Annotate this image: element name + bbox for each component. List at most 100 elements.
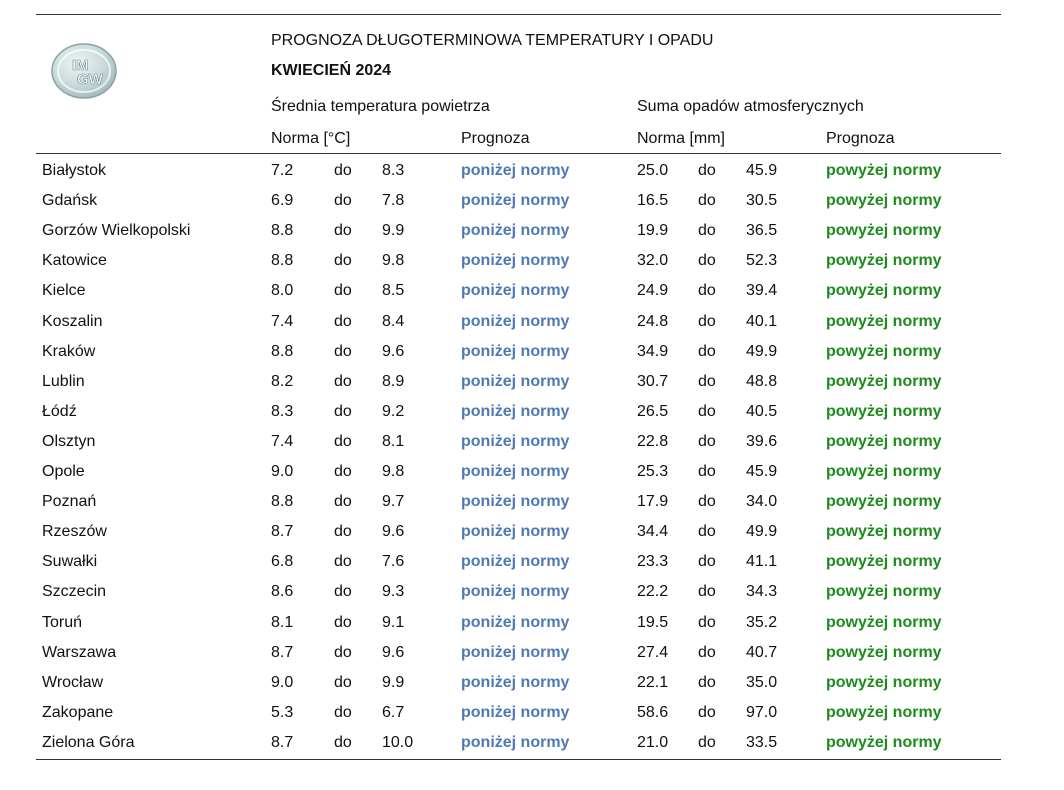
precip-norm-max: 49.9 xyxy=(746,523,778,541)
temp-norm-max: 9.6 xyxy=(382,342,405,360)
precip-forecast: powyżej normy xyxy=(826,703,942,721)
temp-norm-min: 8.7 xyxy=(271,733,294,751)
precip-norm-separator: do xyxy=(698,192,716,210)
table-row: Lublin 8.2 do 8.9 poniżej normy 30.7 do 48.8 pow… xyxy=(0,367,1064,397)
city-name: Wrocław xyxy=(42,673,104,691)
precip-norm-separator: do xyxy=(698,252,716,270)
precip-norm-separator: do xyxy=(698,372,716,390)
precip-norm-separator: do xyxy=(698,733,716,751)
precip-norm-min: 24.8 xyxy=(637,312,669,330)
temp-forecast: poniżej normy xyxy=(461,583,570,601)
temp-forecast: poniżej normy xyxy=(461,432,570,450)
temp-norm-max: 9.6 xyxy=(382,523,405,541)
precip-forecast: powyżej normy xyxy=(826,673,942,691)
temp-norm-separator: do xyxy=(334,463,352,480)
temp-norm-separator: do xyxy=(334,523,352,541)
logo-text-line1: IM xyxy=(72,57,89,74)
city-name: Kraków xyxy=(42,342,96,360)
precip-forecast: powyżej normy xyxy=(826,192,942,210)
temp-norm-min: 8.0 xyxy=(271,282,294,300)
city-name: Rzeszów xyxy=(42,523,107,541)
precip-norm-min: 34.4 xyxy=(637,523,669,541)
temp-norm-min: 8.8 xyxy=(271,222,294,240)
temp-forecast: poniżej normy xyxy=(461,162,570,179)
city-name: Zakopane xyxy=(42,703,114,721)
temp-forecast: poniżej normy xyxy=(461,733,570,751)
temp-forecast: poniżej normy xyxy=(461,372,570,390)
temp-norm-max: 10.0 xyxy=(382,733,414,751)
temperature-forecast-header: Prognoza xyxy=(461,130,530,147)
precip-norm-max: 36.5 xyxy=(746,222,778,240)
precip-norm-min: 30.7 xyxy=(637,372,669,390)
temp-norm-separator: do xyxy=(334,673,352,691)
table-row: Łódź 8.3 do 9.2 poniżej normy 26.5 do 40.5 powyż… xyxy=(0,397,1064,427)
city-name: Poznań xyxy=(42,493,97,511)
precip-norm-separator: do xyxy=(698,312,716,330)
precipitation-norm-header: Norma [mm] xyxy=(637,130,725,147)
temp-forecast: poniżej normy xyxy=(461,463,570,480)
city-name: Zielona Góra xyxy=(42,733,135,751)
precip-norm-min: 32.0 xyxy=(637,252,669,270)
precip-norm-separator: do xyxy=(698,402,716,420)
temp-norm-separator: do xyxy=(334,342,352,360)
temp-norm-max: 6.7 xyxy=(382,703,405,721)
temp-norm-max: 9.8 xyxy=(382,463,405,480)
temp-forecast: poniżej normy xyxy=(461,553,570,571)
temp-norm-min: 8.8 xyxy=(271,252,294,270)
city-name: Katowice xyxy=(42,252,107,270)
precip-norm-min: 17.9 xyxy=(637,493,669,511)
city-name: Warszawa xyxy=(42,643,117,661)
table-row: Warszawa 8.7 do 9.6 poniżej normy 27.4 do 40.7 p… xyxy=(0,638,1064,668)
precip-norm-separator: do xyxy=(698,613,716,631)
precip-norm-separator: do xyxy=(698,222,716,240)
temp-norm-max: 8.9 xyxy=(382,372,405,390)
imgw-logo: IM GW xyxy=(51,43,117,99)
precipitation-group-header: Suma opadów atmosferycznych xyxy=(637,98,864,115)
temp-norm-min: 6.8 xyxy=(271,553,294,571)
precip-forecast: powyżej normy xyxy=(826,252,942,270)
temp-norm-separator: do xyxy=(334,432,352,450)
temp-norm-separator: do xyxy=(334,553,352,571)
temp-norm-max: 8.1 xyxy=(382,432,405,450)
header-rule xyxy=(36,153,1001,154)
table-row: Białystok 7.2 do 8.3 poniżej normy 25.0 do 45.9… xyxy=(0,156,1064,186)
precip-forecast: powyżej normy xyxy=(826,613,942,631)
precip-norm-min: 22.2 xyxy=(637,583,669,601)
temp-norm-max: 9.2 xyxy=(382,402,405,420)
temp-norm-separator: do xyxy=(334,583,352,601)
precip-forecast: powyżej normy xyxy=(826,493,942,511)
temp-forecast: poniżej normy xyxy=(461,312,570,330)
top-rule xyxy=(36,14,1001,15)
temp-norm-max: 9.6 xyxy=(382,643,405,661)
temp-norm-min: 8.8 xyxy=(271,493,294,511)
precip-norm-separator: do xyxy=(698,703,716,721)
temp-forecast: poniżej normy xyxy=(461,703,570,721)
temp-norm-min: 8.1 xyxy=(271,613,294,631)
temp-norm-min: 7.4 xyxy=(271,432,294,450)
precip-norm-max: 35.0 xyxy=(746,673,778,691)
table-row: Rzeszów 8.7 do 9.6 poniżej normy 34.4 do 49.9 po… xyxy=(0,517,1064,547)
table-row: Wrocław 9.0 do 9.9 poniżej normy 22.1 do 35.0 po… xyxy=(0,668,1064,698)
temp-norm-min: 8.6 xyxy=(271,583,294,601)
precip-norm-max: 34.3 xyxy=(746,583,778,601)
precipitation-forecast-header: Prognoza xyxy=(826,130,895,147)
precip-norm-min: 16.5 xyxy=(637,192,669,210)
table-row: Zakopane 5.3 do 6.7 poniżej normy 58.6 do 97.0 p… xyxy=(0,698,1064,728)
table-row: Koszalin 7.4 do 8.4 poniżej normy 24.8 do 40.1 p… xyxy=(0,307,1064,337)
temp-norm-separator: do xyxy=(334,312,352,330)
precip-norm-min: 25.3 xyxy=(637,463,669,480)
precip-norm-max: 41.1 xyxy=(746,553,778,571)
temp-norm-separator: do xyxy=(334,252,352,270)
precip-norm-min: 27.4 xyxy=(637,643,669,661)
temp-norm-max: 7.6 xyxy=(382,553,405,571)
city-name: Kielce xyxy=(42,282,86,300)
precip-norm-max: 40.5 xyxy=(746,402,778,420)
city-name: Suwałki xyxy=(42,553,98,571)
precip-forecast: powyżej normy xyxy=(826,312,942,330)
temp-forecast: poniżej normy xyxy=(461,613,570,631)
temp-norm-separator: do xyxy=(334,372,352,390)
temp-norm-min: 8.8 xyxy=(271,342,294,360)
precip-norm-max: 97.0 xyxy=(746,703,778,721)
precip-norm-separator: do xyxy=(698,463,716,480)
temp-forecast: poniżej normy xyxy=(461,282,570,300)
